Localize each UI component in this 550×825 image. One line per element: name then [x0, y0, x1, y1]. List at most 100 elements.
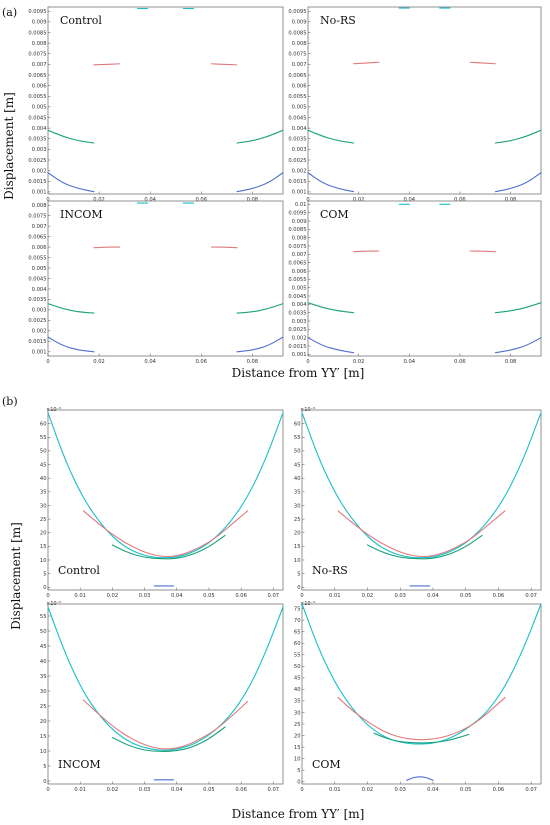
series-red-line [469, 61, 496, 65]
y-tick-label: 0.0095 [288, 210, 306, 216]
y-tick-label: 5 [297, 768, 300, 774]
x-tick-label: 0.06 [235, 787, 247, 793]
y-tick-label: 0.0085 [288, 30, 306, 36]
y-tick-label: 0.0045 [28, 276, 46, 282]
plot-frame [47, 6, 284, 195]
series-green-line [307, 302, 355, 314]
y-tick-label: 0.001 [32, 190, 47, 196]
x-tick-label: 0.01 [74, 593, 86, 599]
x-tick-label: 0.07 [525, 593, 537, 599]
series-green-line [494, 302, 542, 314]
x-tick-label: 0 [300, 787, 303, 793]
series-blue-line [236, 172, 284, 193]
series-green-line [236, 129, 284, 144]
series-red-line [93, 63, 121, 66]
y-tick-label: 0.001 [32, 350, 47, 356]
series-blue-line [47, 172, 95, 193]
part-a-x-axis-label: Distance from YY′ [m] [232, 366, 365, 380]
series-red-line [353, 250, 380, 253]
panel-title: INCOM [60, 208, 103, 221]
plot-frame [307, 6, 542, 195]
y-tick-label: 20 [40, 719, 47, 725]
panel-title: Control [60, 14, 102, 27]
y-tick-label: 0.0085 [28, 30, 46, 36]
x-tick-label: 0.05 [460, 787, 472, 793]
y-tick-label: 0.01 [295, 202, 307, 208]
y-tick-label: 0.0015 [28, 339, 46, 345]
x-tick-label: 0.05 [203, 593, 215, 599]
y-tick-label: 0.005 [292, 105, 307, 111]
y-tick-label: 0.0045 [288, 115, 306, 121]
y-axis-multiplier: ×10⁻⁵ [46, 407, 61, 413]
y-tick-label: 15 [40, 734, 47, 740]
x-tick-label: 0 [300, 593, 303, 599]
plot-frame [47, 409, 284, 591]
part-a-y-axis-label: Displacement [m] [2, 92, 16, 200]
y-tick-label: 0.004 [292, 126, 308, 132]
y-tick-label: 40 [40, 659, 47, 665]
chart-panel-a-incom: 0.001 0.0015 0.002 0.0025 0.003 0.0035 0.004 0.… [28, 200, 284, 365]
y-tick-label: 0.006 [292, 83, 307, 89]
x-tick-label: 0.04 [427, 787, 439, 793]
y-tick-label: 45 [294, 676, 301, 682]
x-tick-label: 0.02 [107, 593, 119, 599]
x-tick-label: 0.02 [353, 359, 365, 365]
y-tick-label: 60 [40, 421, 47, 427]
series-blue-line [494, 172, 542, 193]
y-tick-label: 0.0055 [288, 277, 306, 283]
y-tick-label: 75 [294, 606, 301, 612]
series-green-line [307, 129, 355, 144]
x-tick-label: 0.06 [454, 197, 466, 203]
y-axis-multiplier: ×10⁻⁵ [46, 601, 61, 607]
y-tick-label: 55 [40, 614, 47, 620]
y-tick-label: 0 [43, 779, 46, 785]
x-tick-label: 0.07 [525, 787, 537, 793]
x-tick-label: 0.07 [268, 593, 280, 599]
y-tick-label: 0.004 [32, 287, 48, 293]
series-red-line [337, 510, 506, 558]
series-cyan-line [47, 412, 284, 559]
x-tick-label: 0.03 [394, 787, 406, 793]
x-tick-label: 0.06 [493, 593, 505, 599]
chart-panels: 0.0010.00150.0020.00250.0030.00350.0040.… [28, 6, 542, 793]
series-green-line [373, 732, 470, 744]
x-tick-label: 0.04 [171, 593, 183, 599]
y-tick-label: 45 [40, 644, 47, 650]
y-tick-label: 15 [40, 544, 47, 550]
y-tick-label: 5 [43, 764, 46, 770]
plot-frame [301, 409, 542, 591]
x-tick-label: 0.02 [362, 787, 374, 793]
part-a-label: (a) [2, 6, 17, 19]
y-tick-label: 0 [297, 779, 300, 785]
panel-title: COM [312, 758, 341, 771]
x-tick-label: 0.04 [404, 359, 416, 365]
y-tick-label: 45 [294, 462, 301, 468]
y-tick-label: 20 [294, 733, 301, 739]
y-tick-label: 35 [40, 490, 47, 496]
x-tick-label: 0.04 [404, 197, 416, 203]
y-tick-label: 60 [294, 421, 301, 427]
y-tick-label: 0.0095 [288, 9, 306, 15]
x-tick-label: 0 [46, 197, 49, 203]
part-b-y-axis-label: Displacement [m] [9, 522, 23, 630]
series-cyan-line [47, 606, 284, 751]
y-tick-label: 50 [40, 629, 47, 635]
part-b-label: (b) [2, 395, 18, 408]
y-tick-label: 50 [294, 449, 301, 455]
y-tick-label: 0.0025 [288, 327, 306, 333]
y-axis-multiplier: ×10⁻⁵ [300, 407, 315, 413]
x-tick-label: 0.08 [247, 359, 259, 365]
y-tick-label: 0.005 [292, 285, 307, 291]
y-tick-label: 35 [40, 674, 47, 680]
x-tick-label: 0.02 [93, 197, 105, 203]
y-tick-label: 0.0075 [288, 244, 306, 250]
x-tick-label: 0.05 [203, 787, 215, 793]
y-tick-label: 0.007 [292, 252, 307, 258]
series-green-line [111, 726, 226, 752]
y-tick-label: 0.002 [32, 329, 47, 335]
y-tick-label: 0.0025 [28, 158, 46, 164]
y-tick-label: 0.003 [292, 319, 307, 325]
series-blue-line [406, 776, 434, 781]
series-red-line [93, 246, 121, 249]
